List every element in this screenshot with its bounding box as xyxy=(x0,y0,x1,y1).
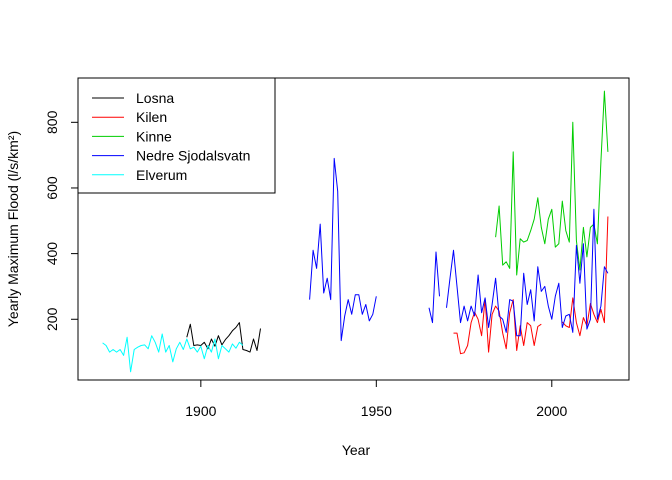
series-layer xyxy=(102,90,609,373)
x-tick-label: 1900 xyxy=(185,403,216,419)
series-line-nedre-sjodalsvatn-1 xyxy=(309,157,377,342)
y-tick-label: 800 xyxy=(44,110,60,134)
x-tick-label: 2000 xyxy=(536,403,567,419)
series-line-kilen-1 xyxy=(453,298,542,355)
legend-label-elverum: Elverum xyxy=(136,167,187,183)
y-tick-label: 400 xyxy=(44,242,60,266)
axis-layer: 1900 1950 2000 200 400 600 800 xyxy=(44,110,568,419)
legend: Losna Kilen Kinne Nedre Sjodalsvatn Elverum xyxy=(77,77,276,194)
y-tick-label: 200 xyxy=(44,307,60,331)
series-line-nedre-sjodalsvatn-2 xyxy=(428,251,440,324)
x-tick-label: 1950 xyxy=(361,403,392,419)
legend-label-losna: Losna xyxy=(136,90,174,106)
legend-label-kilen: Kilen xyxy=(136,109,167,125)
x-axis-label: Year xyxy=(342,442,371,458)
series-line-nedre-sjodalsvatn-3 xyxy=(446,208,609,337)
y-axis-label: Yearly Maximum Flood (l/s/km²) xyxy=(5,131,21,327)
y-tick-label: 600 xyxy=(44,176,60,200)
legend-label-nedre-sjodalsvatn: Nedre Sjodalsvatn xyxy=(136,148,250,164)
series-line-losna-1 xyxy=(186,322,261,353)
legend-box xyxy=(77,77,276,194)
series-line-elverum-1 xyxy=(102,333,244,373)
legend-label-kinne: Kinne xyxy=(136,128,172,144)
series-line-kinne-1 xyxy=(495,90,609,276)
series-line-kilen-2 xyxy=(561,216,609,337)
